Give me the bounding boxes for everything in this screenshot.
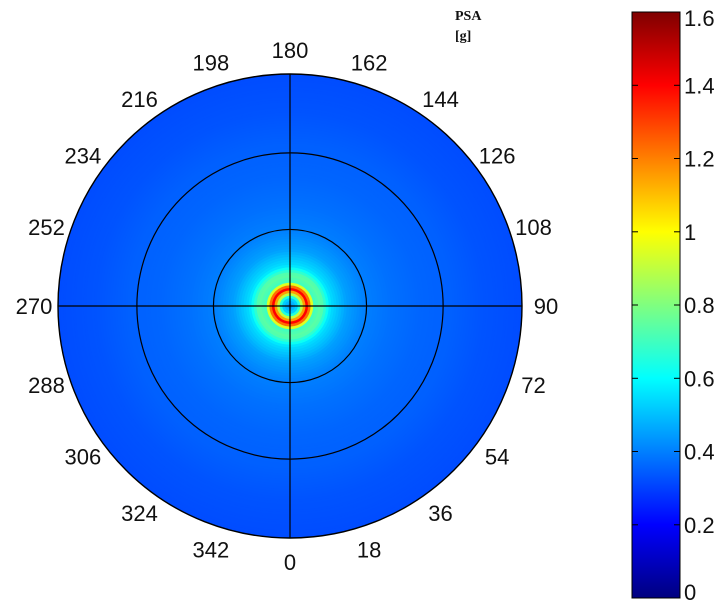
colorbar-tick-label: 0.4 (684, 440, 715, 465)
angle-tick-label: 36 (428, 501, 452, 526)
colorbar-tick-label: 0.2 (684, 513, 715, 538)
angle-tick-label: 180 (272, 38, 309, 63)
colorbar-tick-label: 1 (684, 220, 696, 245)
angle-tick-label: 90 (534, 294, 558, 319)
angle-tick-label: 324 (121, 501, 158, 526)
polar-grid (57, 73, 523, 539)
colorbar-ticks: 0 0.2 0.4 0.6 0.8 1 1.2 1.4 1.6 (632, 6, 715, 605)
angle-tick-label: 216 (121, 87, 158, 112)
colorbar-tick-label: 1.4 (684, 73, 715, 98)
angle-tick-label: 306 (65, 445, 102, 470)
angle-tick-label: 144 (422, 87, 459, 112)
colorbar-gradient (631, 11, 681, 599)
angle-tick-label: 252 (28, 215, 65, 240)
colorbar-tick-label: 1.2 (684, 147, 715, 172)
angle-tick-label: 270 (16, 294, 53, 319)
angle-tick-label: 342 (193, 538, 230, 563)
colorbar-tick-label: 1.6 (684, 6, 715, 31)
angle-tick-label: 234 (65, 144, 102, 169)
angle-tick-labels: 0 18 36 54 72 90 108 126 144 162 180 198 216 234 252 27… (16, 38, 559, 575)
colorbar: 0 0.2 0.4 0.6 0.8 1 1.2 1.4 1.6 (631, 6, 715, 605)
angle-tick-label: 18 (357, 538, 381, 563)
polar-plot: 0 18 36 54 72 90 108 126 144 162 180 198 216 234 252 27… (16, 38, 559, 575)
colorbar-tick-label: 0.8 (684, 293, 715, 318)
colorbar-tick-label: 0 (684, 580, 696, 605)
chart-title: PSA (455, 9, 482, 24)
angle-tick-label: 198 (193, 51, 230, 76)
angle-tick-label: 54 (485, 445, 509, 470)
angle-tick-label: 108 (515, 215, 552, 240)
colorbar-tick-label: 0.6 (684, 366, 715, 391)
angle-tick-label: 72 (521, 373, 545, 398)
angle-tick-label: 162 (351, 51, 388, 76)
angle-tick-label: 0 (284, 550, 296, 575)
angle-tick-label: 126 (479, 144, 516, 169)
angle-tick-label: 288 (28, 373, 65, 398)
chart-unit: [g] (455, 29, 471, 44)
